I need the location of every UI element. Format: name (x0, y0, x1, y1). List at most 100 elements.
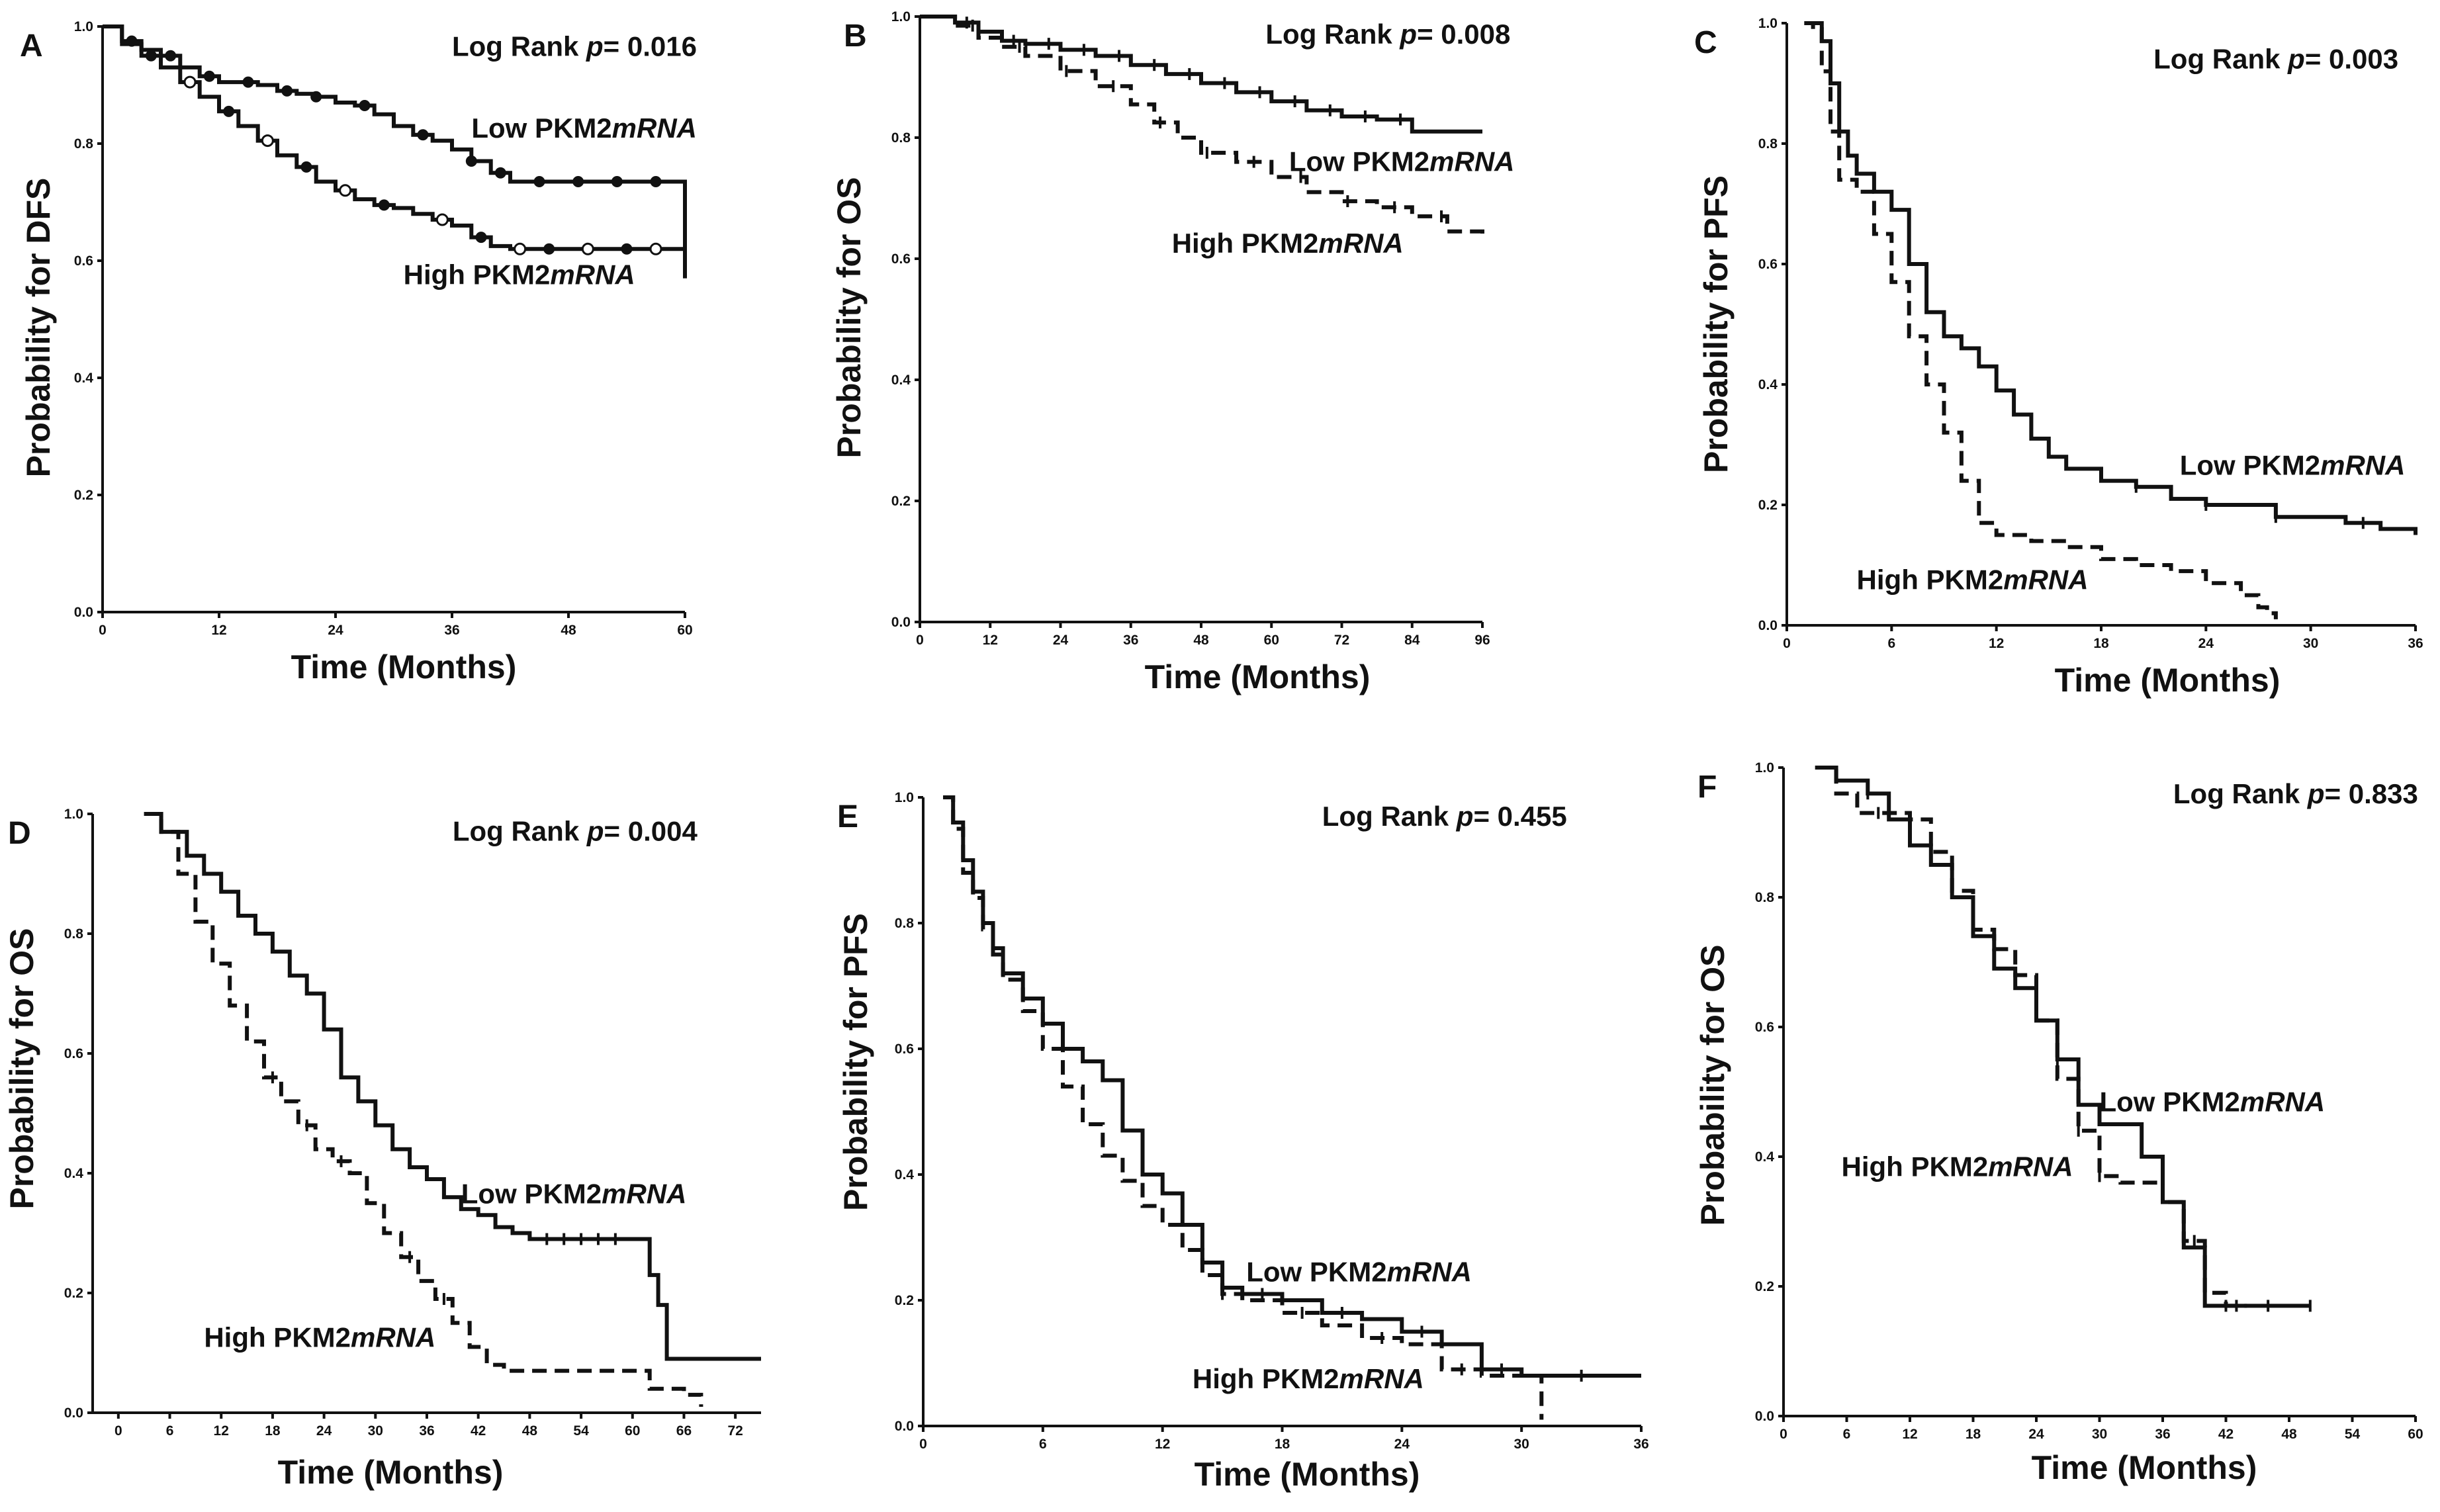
panel-d: D Probability for OS Time (Months) 0.0 0.… (3, 807, 761, 1491)
panel-b-x-tick-label: 96 (1474, 633, 1490, 648)
panel-f-x-tick-label: 18 (1966, 1427, 1981, 1442)
panel-a-high-censor-mark (339, 184, 352, 197)
panel-d-x-tick-label: 24 (316, 1423, 332, 1439)
panel-a-high-censor-mark (145, 50, 157, 62)
panel-a-high-censor-mark (223, 105, 235, 117)
panel-e-y-axis-title: Probability for PFS (837, 913, 874, 1211)
panel-f-x-tick-label: 36 (2155, 1427, 2170, 1442)
panel-b-y-tick-label: 0.0 (891, 615, 911, 630)
panel-a-low-censor-mark (203, 70, 215, 82)
panel-a-y-tick-label: 0.0 (74, 605, 93, 620)
panel-c-x-tick-label: 36 (2408, 636, 2423, 651)
panel-a-x-axis-title: Time (Months) (291, 648, 517, 686)
panel-c-x-axis-title: Time (Months) (2055, 662, 2281, 699)
panel-a-high-censor-mark (261, 134, 274, 148)
panel-b-y-tick-label: 0.2 (891, 494, 911, 509)
panel-f-low-pkm2-curve (1815, 766, 2310, 1308)
panel-c-log-rank-annotation: Log Rank p= 0.003 (2153, 43, 2398, 74)
panel-f-y-axis-title: Probability for OS (1694, 944, 1731, 1225)
panel-e-x-tick-label: 0 (919, 1437, 927, 1452)
panel-c-low-pkm2-label: Low PKM2mRNA (2180, 450, 2406, 481)
panel-e-y-tick-label: 0.2 (895, 1293, 914, 1308)
panel-a-y-tick-label: 0.2 (74, 488, 93, 503)
panel-f-log-rank-annotation: Log Rank p= 0.833 (2173, 778, 2418, 809)
panel-f-x-tick-label: 42 (2218, 1427, 2234, 1442)
panel-c-y-tick-label: 0.8 (1758, 136, 1778, 152)
panel-a-x-tick-label: 48 (561, 623, 576, 638)
panel-a-y-tick-label: 1.0 (74, 19, 93, 34)
panel-a-low-censor-mark (359, 99, 371, 111)
panel-d-x-tick-label: 36 (419, 1423, 434, 1439)
panel-d-y-tick-label: 0.0 (64, 1405, 83, 1421)
panel-a-low-censor-mark (310, 91, 322, 103)
panel-d-log-rank-annotation: Log Rank p= 0.004 (453, 816, 698, 847)
panel-e-x-tick-label: 12 (1155, 1437, 1170, 1452)
panel-b-y-tick-label: 0.6 (891, 251, 911, 267)
panel-e-high-pkm2-curve (943, 795, 1544, 1420)
panel-b-x-tick-label: 48 (1193, 633, 1209, 648)
panel-a-y-axis-title: Probability for DFS (20, 178, 57, 478)
panel-d-high-pkm2-curve (144, 812, 703, 1407)
panel-f: F Probability for OS Time (Months) 0.0 0.… (1694, 760, 2423, 1486)
panel-e-y-tick-label: 0.8 (895, 916, 915, 931)
panel-e-x-tick-label: 30 (1514, 1437, 1529, 1452)
panel-a-x-tick-label: 12 (211, 623, 226, 638)
panel-b-low-pkm2-label: Low PKM2mRNA (1289, 146, 1515, 177)
panel-d-y-tick-label: 0.2 (64, 1286, 83, 1301)
panel-c-letter: C (1694, 25, 1717, 60)
panel-c-y-tick-label: 0.2 (1758, 498, 1778, 513)
panel-c-y-tick-label: 1.0 (1758, 16, 1778, 31)
panel-f-x-tick-label: 30 (2092, 1427, 2107, 1442)
panel-d-x-axis-title: Time (Months) (278, 1454, 504, 1491)
panel-f-low-pkm2-label: Low PKM2mRNA (2100, 1086, 2326, 1117)
panel-d-y-tick-label: 1.0 (64, 807, 83, 822)
panel-c-y-axis-title: Probability for PFS (1697, 175, 1735, 473)
panel-e-x-tick-label: 18 (1275, 1437, 1290, 1452)
panel-f-x-axis-title: Time (Months) (2032, 1449, 2257, 1486)
panel-b-x-axis-title: Time (Months) (1145, 658, 1371, 695)
panel-a-low-censor-mark (611, 176, 623, 188)
panel-a-log-rank-annotation: Log Rank p= 0.016 (452, 30, 697, 62)
panel-d-high-pkm2-label: High PKM2mRNA (204, 1321, 435, 1353)
panel-d-x-tick-label: 30 (368, 1423, 383, 1439)
panel-a-y-tick-label: 0.6 (74, 253, 93, 269)
panel-c-x-tick-label: 6 (1887, 636, 1895, 651)
panel-f-y-tick-label: 0.0 (1755, 1409, 1774, 1424)
panel-b-y-tick-label: 1.0 (891, 9, 911, 24)
panel-a-low-censor-mark (533, 176, 545, 188)
panel-d-x-tick-label: 42 (471, 1423, 486, 1439)
panel-a-low-censor-mark (465, 156, 477, 167)
panel-e-x-tick-label: 24 (1394, 1437, 1410, 1452)
panel-e-y-tick-label: 0.6 (895, 1042, 914, 1057)
panel-f-y-tick-label: 1.0 (1755, 760, 1774, 776)
panel-a-x-tick-label: 0 (99, 623, 107, 638)
panel-b-y-axis-title: Probability for OS (831, 177, 868, 458)
panel-f-x-tick-label: 54 (2345, 1427, 2361, 1442)
panel-a-low-censor-mark (650, 176, 662, 188)
panel-b-y-tick-label: 0.4 (891, 373, 911, 388)
panel-d-y-tick-label: 0.8 (64, 926, 84, 942)
panel-a-high-censor-mark (183, 75, 197, 89)
panel-f-x-tick-label: 12 (1902, 1427, 1917, 1442)
panel-a-x-tick-label: 36 (444, 623, 459, 638)
panel-a-low-censor-mark (494, 167, 506, 179)
panel-b-x-tick-label: 60 (1264, 633, 1279, 648)
panel-f-high-pkm2-label: High PKM2mRNA (1842, 1151, 2073, 1182)
panel-d-low-pkm2-label: Low PKM2mRNA (461, 1178, 687, 1209)
panel-a-high-censor-mark (581, 242, 594, 255)
panel-b-x-tick-label: 84 (1404, 633, 1420, 648)
panel-e-low-pkm2-label: Low PKM2mRNA (1246, 1257, 1472, 1288)
panel-d-x-tick-label: 66 (676, 1423, 692, 1439)
panel-b: B Probability for OS Time (Months) 0.0 0.… (831, 9, 1515, 695)
panel-a-high-pkm2-curve (103, 24, 687, 279)
panel-a-low-censor-mark (242, 76, 254, 88)
panel-a-low-pkm2-label: Low PKM2mRNA (471, 112, 697, 144)
panel-e-x-tick-label: 36 (1633, 1437, 1649, 1452)
panel-f-x-tick-label: 24 (2028, 1427, 2044, 1442)
panel-a: A Probability for DFS Time (Months) 0.0 0… (20, 19, 697, 686)
panel-c-x-tick-label: 0 (1783, 636, 1791, 651)
panel-a-high-censor-mark (514, 242, 527, 255)
panel-b-x-tick-label: 12 (983, 633, 998, 648)
panel-a-y-tick-label: 0.4 (74, 371, 94, 386)
